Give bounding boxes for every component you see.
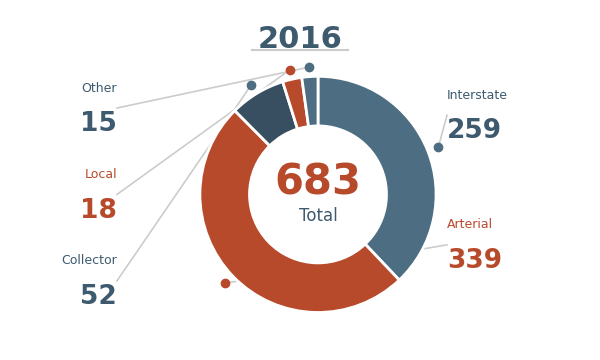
Wedge shape xyxy=(200,111,399,312)
Wedge shape xyxy=(283,77,308,129)
Wedge shape xyxy=(302,76,318,127)
Wedge shape xyxy=(235,82,298,146)
Text: 18: 18 xyxy=(80,198,117,224)
Text: 339: 339 xyxy=(447,248,502,274)
Text: Other: Other xyxy=(82,82,117,95)
Text: 52: 52 xyxy=(80,284,117,310)
Text: Arterial: Arterial xyxy=(447,219,493,231)
Text: Interstate: Interstate xyxy=(447,89,508,102)
Wedge shape xyxy=(318,76,436,280)
Text: 683: 683 xyxy=(275,162,361,204)
Text: 259: 259 xyxy=(447,118,502,144)
Text: Collector: Collector xyxy=(61,255,117,267)
Text: 2016: 2016 xyxy=(257,25,343,54)
Text: Total: Total xyxy=(299,207,337,225)
Text: Local: Local xyxy=(85,168,117,181)
Text: 15: 15 xyxy=(80,111,117,137)
